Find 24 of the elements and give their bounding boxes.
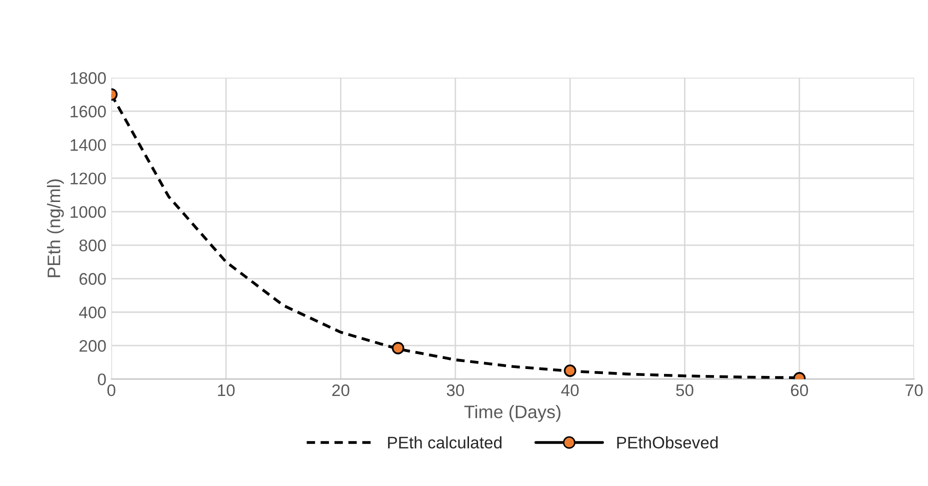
y-tick-label: 1800	[70, 72, 106, 84]
x-axis-title: Time (Days)	[464, 405, 560, 422]
y-tick-label: 1400	[70, 139, 106, 151]
y-tick-label: 800	[79, 240, 106, 252]
x-tick-label: 70	[906, 384, 923, 396]
x-tick-label: 20	[332, 384, 350, 396]
y-tick-label: 400	[79, 306, 106, 318]
legend-label: PEth calculated	[388, 436, 502, 449]
y-axis-title: PEth (ng/ml)	[47, 179, 64, 278]
y-tick-label: 1600	[70, 106, 106, 118]
y-tick-label: 1000	[70, 206, 106, 218]
point	[392, 342, 404, 354]
x-tick-label: 30	[446, 384, 464, 396]
y-tick-label: 1200	[70, 172, 106, 184]
legend-label: PEthObseved	[617, 436, 718, 449]
y-tick-label: 200	[80, 340, 106, 352]
y-tick-label: 0	[98, 373, 106, 386]
x-tick-label: 40	[561, 384, 579, 396]
x-tick-label: 0	[107, 384, 116, 396]
y-tick-label: 600	[80, 273, 106, 285]
point	[564, 364, 576, 377]
x-tick-label: 10	[218, 384, 235, 396]
x-tick-label: 60	[790, 384, 808, 396]
x-tick-label: 50	[676, 384, 694, 396]
